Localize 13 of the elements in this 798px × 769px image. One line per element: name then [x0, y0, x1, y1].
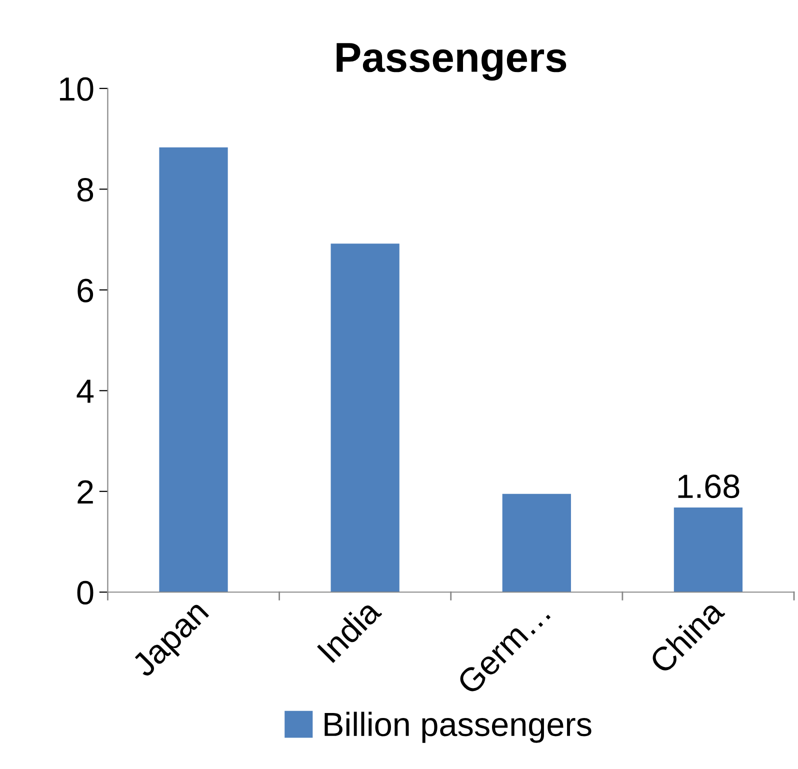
bar	[159, 147, 228, 592]
legend-label: Billion passengers	[324, 712, 592, 743]
chart-title: Passengers	[336, 43, 566, 81]
y-tick-label: 10	[60, 77, 94, 101]
y-tick-label: 0	[77, 580, 94, 605]
bar	[330, 244, 400, 592]
y-tick-label: 4	[76, 380, 94, 403]
bar	[674, 508, 743, 592]
bar	[502, 494, 571, 592]
y-tick-label: 2	[78, 480, 93, 504]
y-tick-label: 8	[77, 178, 94, 202]
data-label: 1.68	[678, 474, 740, 498]
y-tick-label: 6	[78, 278, 94, 302]
